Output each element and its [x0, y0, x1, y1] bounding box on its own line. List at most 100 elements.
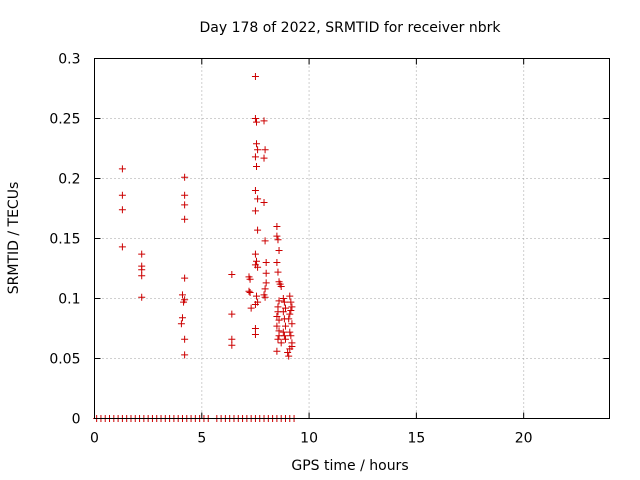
data-point-marker [228, 310, 236, 318]
data-point-marker [251, 325, 259, 332]
data-point-marker [275, 327, 283, 335]
data-point-marker [251, 207, 259, 215]
y-tick-label: 0.05 [49, 352, 80, 368]
data-point-marker [273, 313, 281, 320]
chart-title: Day 178 of 2022, SRMTID for receiver nbr… [199, 20, 501, 36]
data-point-marker [262, 279, 270, 287]
data-point-marker [277, 339, 285, 347]
data-point-marker [273, 232, 281, 240]
data-point-marker [279, 308, 287, 316]
data-point-marker [275, 297, 283, 305]
data-point-marker [118, 206, 126, 214]
data-point-marker [177, 320, 185, 328]
data-point-marker [274, 335, 282, 343]
data-point-marker [273, 347, 281, 355]
data-point-marker [287, 307, 295, 314]
data-point-marker [288, 320, 296, 328]
data-point-marker [273, 322, 281, 330]
data-point-marker [273, 259, 281, 266]
data-point-marker [254, 263, 262, 271]
data-point-marker [138, 266, 146, 274]
data-point-marker [138, 250, 146, 258]
x-tick-label: 0 [90, 431, 99, 447]
data-point-marker [287, 298, 295, 306]
data-point-marker [181, 191, 189, 199]
data-point-marker [181, 173, 189, 181]
x-tick-label: 20 [515, 431, 533, 447]
data-point-marker [260, 154, 268, 162]
data-point-marker [261, 237, 269, 245]
data-point-marker [118, 243, 126, 251]
data-point-marker [251, 331, 259, 338]
data-point-marker [281, 304, 289, 312]
data-point-marker [279, 295, 287, 302]
data-point-marker [288, 343, 296, 350]
grid-lines [94, 58, 610, 419]
data-point-marker [246, 289, 254, 296]
data-point-marker [253, 163, 261, 170]
data-point-marker [284, 349, 292, 356]
data-point-marker [280, 332, 288, 340]
x-tick-labels: 0 5 10 15 20 [90, 431, 533, 447]
data-point-marker [245, 287, 253, 295]
data-point-marker [287, 332, 295, 340]
x-tick-label: 10 [300, 431, 318, 447]
data-point-marker [138, 293, 146, 301]
data-point-marker [228, 335, 236, 343]
data-point-marker [253, 257, 261, 265]
data-point-marker [286, 328, 294, 336]
data-point-marker [260, 199, 268, 206]
x-tick-label: 5 [197, 431, 206, 447]
data-point-marker [260, 117, 268, 125]
data-point-marker [279, 328, 287, 336]
data-point-marker [178, 291, 186, 299]
y-axis-title: SRMTID / TECUs [6, 182, 22, 295]
data-point-marker [261, 293, 269, 301]
data-point-marker [228, 341, 236, 349]
data-point-marker [286, 292, 294, 300]
data-point-marker [261, 285, 269, 293]
y-tick-label: 0.1 [58, 292, 80, 308]
data-point-marker [262, 269, 270, 277]
data-point-marker [253, 140, 261, 148]
data-point-marker [275, 247, 283, 254]
y-tick-label: 0.15 [49, 232, 80, 248]
data-point-marker [254, 226, 262, 234]
data-point-marker [274, 236, 282, 244]
axis-ticks [94, 58, 610, 419]
data-point-marker [251, 153, 259, 161]
data-point-marker [246, 275, 254, 283]
data-point-marker [251, 73, 259, 80]
data-point-marker [180, 298, 188, 306]
data-point-marker [273, 223, 281, 230]
data-point-marker [253, 292, 261, 300]
data-point-marker [288, 303, 296, 311]
data-point-marker [138, 272, 146, 280]
y-tick-label: 0 [72, 412, 81, 428]
data-point-marker [285, 352, 293, 360]
y-tick-label: 0.2 [58, 172, 80, 188]
data-point-marker [254, 195, 262, 203]
data-point-marker [118, 165, 126, 173]
data-point-marker [228, 271, 236, 278]
data-point-marker [261, 146, 269, 154]
data-point-marker [285, 315, 293, 323]
data-point-marker [281, 335, 289, 343]
x-tick-label: 15 [407, 431, 425, 447]
data-point-marker [251, 187, 259, 194]
data-point-marker [251, 115, 259, 122]
data-point-marker [254, 146, 262, 154]
y-tick-label: 0.25 [49, 112, 80, 128]
data-point-marker [277, 283, 285, 290]
data-point-marker [275, 316, 283, 324]
data-point-marker [286, 310, 294, 318]
y-tick-labels: 0 0.05 0.1 0.15 0.2 0.25 0.3 [49, 52, 80, 428]
data-point-marker [181, 201, 189, 209]
data-point-marker [118, 191, 126, 199]
x-axis-title: GPS time / hours [291, 458, 408, 474]
plot-frame [94, 58, 610, 419]
data-point-marker [178, 314, 186, 322]
y-tick-label: 0.3 [58, 52, 80, 68]
data-point-marker [253, 118, 261, 126]
